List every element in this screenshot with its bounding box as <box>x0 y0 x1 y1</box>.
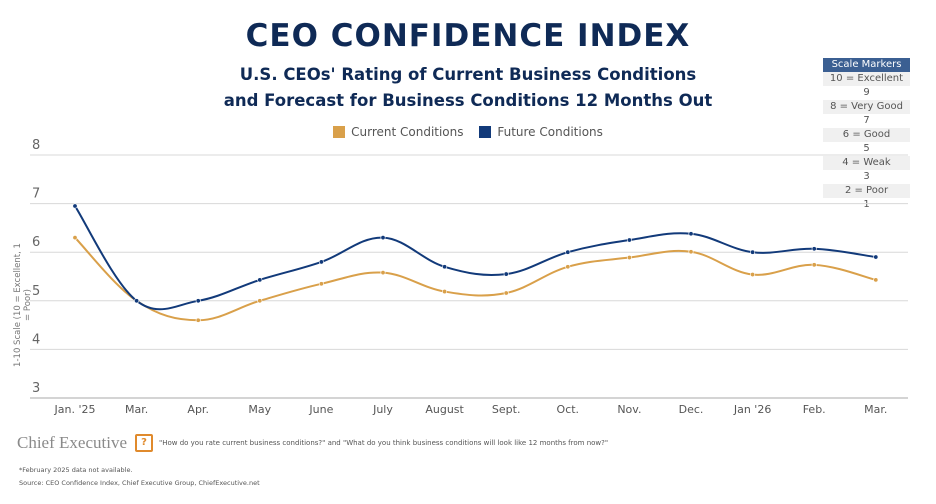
data-point <box>72 203 78 209</box>
data-point <box>318 281 324 287</box>
x-tick-label: July <box>372 403 393 416</box>
data-point <box>565 264 571 270</box>
data-point <box>380 235 386 241</box>
scale-marker-row: 3 <box>863 171 870 182</box>
series-line-future <box>74 205 876 311</box>
x-tick-label: Mar. <box>125 403 148 416</box>
y-tick-label: 3 <box>32 381 40 396</box>
x-tick-label: Oct. <box>557 403 580 416</box>
data-point <box>195 298 201 304</box>
y-tick-label: 7 <box>32 187 40 202</box>
legend-item-future: Future Conditions <box>479 125 603 139</box>
data-point <box>318 259 324 265</box>
data-point <box>195 317 201 323</box>
y-tick-label: 8 <box>32 138 40 153</box>
data-point <box>750 272 756 278</box>
scale-marker-row: 9 <box>863 87 870 98</box>
question-bubble-icon: ? <box>135 434 153 452</box>
scale-marker-row: 4 = Weak <box>823 156 910 170</box>
y-tick-label: 6 <box>32 235 40 250</box>
data-point <box>503 290 509 296</box>
data-point <box>257 298 263 304</box>
x-tick-label: Dec. <box>679 403 704 416</box>
footer-row: Chief Executive ? "How do you rate curre… <box>17 433 608 453</box>
data-point <box>626 255 632 261</box>
data-point <box>626 237 632 243</box>
data-point <box>873 277 879 283</box>
data-point <box>811 246 817 252</box>
x-tick-label: Sept. <box>492 403 521 416</box>
legend-swatch <box>479 126 492 138</box>
legend-swatch <box>333 126 346 138</box>
data-point <box>503 271 509 277</box>
data-point <box>442 264 448 270</box>
x-tick-label: Jan '26 <box>733 403 771 416</box>
chart-title: CEO CONFIDENCE INDEX <box>245 18 691 54</box>
data-point <box>873 254 879 260</box>
x-tick-label: Mar. <box>864 403 887 416</box>
data-point <box>442 289 448 295</box>
data-point <box>811 262 817 268</box>
data-point <box>688 249 694 255</box>
scale-marker-row: 8 = Very Good <box>823 100 910 114</box>
scale-marker-row: 5 <box>863 143 870 154</box>
x-tick-label: Feb. <box>803 403 826 416</box>
scale-marker-row: 6 = Good <box>823 128 910 142</box>
data-point <box>565 249 571 255</box>
y-tick-label: 4 <box>32 332 40 347</box>
data-point <box>257 277 263 283</box>
x-tick-label: Apr. <box>187 403 209 416</box>
legend-label: Future Conditions <box>497 125 603 139</box>
x-tick-label: June <box>308 403 333 416</box>
data-point <box>72 235 78 241</box>
scale-marker-row: 10 = Excellent <box>823 72 910 86</box>
scale-marker-row: 7 <box>863 115 870 126</box>
scale-marker-row: 1 <box>863 199 870 210</box>
source-note: Source: CEO Confidence Index, Chief Exec… <box>19 479 260 487</box>
x-tick-label: August <box>425 403 464 416</box>
legend: Current Conditions Future Conditions <box>0 125 936 139</box>
x-tick-label: Nov. <box>617 403 641 416</box>
chart-subtitle-line2: and Forecast for Business Conditions 12 … <box>223 91 713 110</box>
legend-item-current: Current Conditions <box>333 125 464 139</box>
data-point <box>134 298 140 304</box>
y-tick-label: 5 <box>32 284 40 299</box>
scale-marker-row: 2 = Poor <box>823 184 910 198</box>
scale-markers-header: Scale Markers <box>823 58 910 72</box>
data-point <box>688 231 694 237</box>
x-tick-label: May <box>248 403 271 416</box>
data-point <box>380 270 386 276</box>
data-point <box>750 249 756 255</box>
scale-markers-table: Scale Markers 10 = Excellent 9 8 = Very Go… <box>823 58 910 212</box>
survey-question: "How do you rate current business condit… <box>159 439 609 447</box>
x-tick-label: Jan. '25 <box>54 403 96 416</box>
chart-subtitle-line1: U.S. CEOs' Rating of Current Business Co… <box>239 65 697 84</box>
chief-executive-logo: Chief Executive <box>17 433 127 452</box>
series-line-current <box>74 236 877 322</box>
legend-label: Current Conditions <box>351 125 464 139</box>
footnote: *February 2025 data not available. <box>19 466 133 474</box>
